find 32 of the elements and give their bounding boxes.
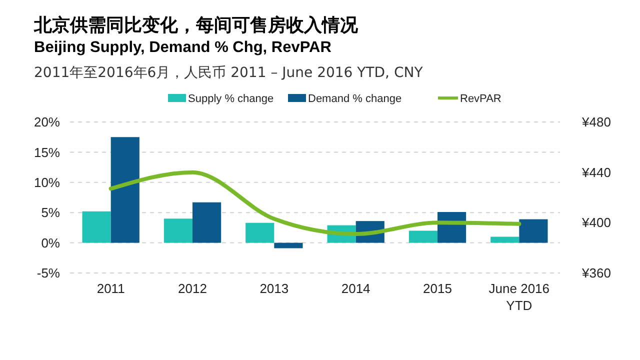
bar <box>274 242 303 248</box>
bar <box>490 236 520 243</box>
y2-tick-label: ¥400 <box>581 215 611 230</box>
bar <box>519 219 548 243</box>
x-tick-label: 2014 <box>341 281 370 296</box>
chart-title: 北京供需同比变化，每间可售房收入情况 <box>33 15 359 36</box>
bar <box>192 202 222 243</box>
x-tick-label: 2011 <box>96 281 125 296</box>
bar <box>110 137 140 243</box>
chart-subtitle: Beijing Supply, Demand % Chg, RevPAR <box>34 39 332 56</box>
legend-label: Demand % change <box>308 92 402 105</box>
bar <box>164 218 192 243</box>
y-tick-label: 10% <box>34 174 60 190</box>
bar <box>408 230 438 243</box>
y-tick-label: 5% <box>41 205 60 220</box>
text: 2011年至2016年6月，人民币 2011 – June 2016 YTD, CNY <box>34 65 424 81</box>
x-tick-label: 2015 <box>423 281 452 296</box>
bar <box>82 211 111 243</box>
legend-label: Supply % change <box>188 92 274 105</box>
y-tick-label: 15% <box>34 144 60 160</box>
y2-tick-label: ¥440 <box>581 164 611 180</box>
bar <box>246 222 274 243</box>
y-tick-label: -5% <box>36 266 60 281</box>
line-series <box>108 170 522 236</box>
legend-label: RevPAR <box>460 92 502 105</box>
y2-tick-label: ¥360 <box>581 266 611 281</box>
y2-tick-label: ¥480 <box>581 114 611 130</box>
x-tick-label: June 2016 YTD <box>488 281 550 313</box>
y-tick-label: 0% <box>41 235 60 250</box>
x-tick-label: 2012 <box>178 281 207 296</box>
y-tick-label: 20% <box>34 114 60 130</box>
x-tick-label: 2013 <box>260 281 289 296</box>
